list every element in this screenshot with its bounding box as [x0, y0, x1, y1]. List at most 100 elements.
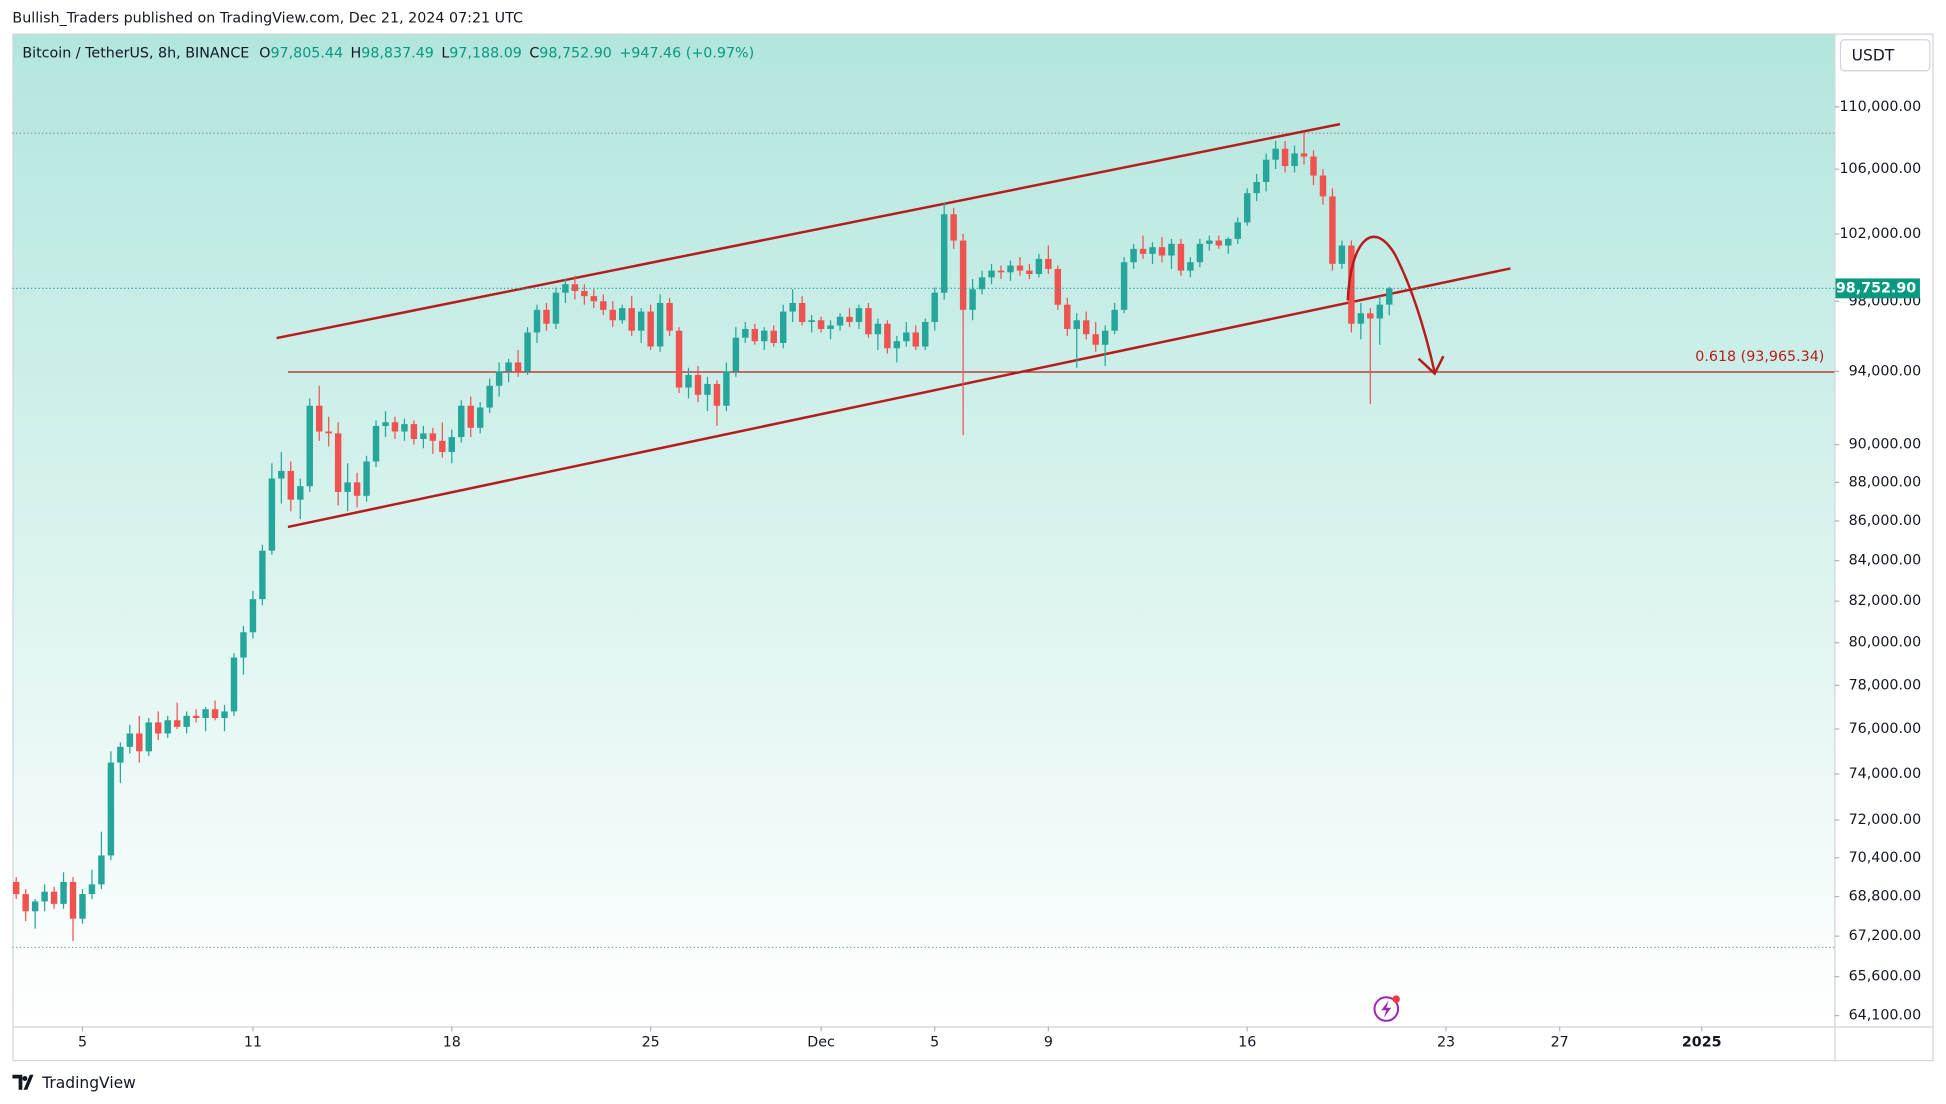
candle-body — [164, 720, 171, 734]
candle-body — [874, 323, 882, 335]
last-price-tag — [1835, 278, 1920, 299]
candle-body — [1329, 196, 1336, 264]
y-tick-label: 86,000.00 — [1849, 513, 1922, 529]
candle-body — [1007, 265, 1014, 273]
candle-body — [12, 881, 20, 895]
candle-body — [476, 407, 484, 428]
candle-body — [107, 762, 115, 856]
candle-body — [353, 482, 361, 496]
candle-body — [1225, 238, 1232, 246]
y-tick-label: 68,800.00 — [1849, 889, 1922, 905]
candle-body — [742, 328, 749, 338]
candle-body — [1026, 270, 1033, 275]
candle-body — [1101, 330, 1109, 345]
candle-body — [988, 270, 995, 278]
y-tick-label: 78,000.00 — [1849, 677, 1922, 693]
arrow-head — [1417, 355, 1445, 376]
candle-body — [145, 722, 152, 752]
candle-body — [173, 720, 181, 727]
x-tick-label: 23 — [1437, 1035, 1455, 1051]
candle-body — [704, 383, 711, 395]
symbol-text: Bitcoin / TetherUS, 8h, BINANCE — [22, 45, 249, 61]
candle-body — [1319, 175, 1327, 197]
candle-body — [647, 311, 654, 347]
candle-body — [221, 711, 228, 719]
candle-body — [893, 341, 901, 349]
candle-body — [50, 891, 58, 904]
y-tick-label: 88,000.00 — [1849, 474, 1922, 490]
candle-body — [637, 311, 645, 331]
candle-body — [363, 461, 370, 496]
candle-body — [1234, 222, 1241, 239]
candle-body — [940, 214, 948, 293]
candle-body — [694, 374, 702, 395]
icon-bolt[interactable] — [1381, 1000, 1392, 1018]
x-tick-label: 16 — [1238, 1035, 1256, 1051]
candle-body — [1083, 320, 1090, 335]
low-value: 97,188.09 — [449, 45, 522, 61]
candle-body — [1291, 153, 1298, 167]
candle-body — [79, 894, 86, 919]
candle-body — [1054, 268, 1062, 305]
candle-body — [136, 733, 143, 752]
brand-text: TradingView — [41, 1074, 136, 1092]
candle-body — [1111, 309, 1118, 331]
candle-body — [439, 440, 446, 453]
x-tick-label: 9 — [1044, 1035, 1053, 1051]
x-tick-label: 11 — [244, 1035, 262, 1051]
y-tick-label: 76,000.00 — [1849, 721, 1922, 737]
candle-body — [410, 424, 418, 439]
candle-body — [978, 277, 986, 290]
candle-body — [183, 715, 190, 727]
candle-body — [31, 901, 39, 912]
candle-body — [1064, 304, 1071, 329]
candle-body — [1215, 240, 1223, 246]
x-tick-label: 2025 — [1682, 1035, 1722, 1051]
candle-body — [950, 214, 957, 241]
candle-body — [1130, 248, 1137, 263]
candle-body — [1281, 148, 1289, 167]
open-label: O — [259, 45, 270, 61]
candle-body — [931, 292, 938, 322]
candle-body — [1158, 247, 1166, 256]
currency-button-text[interactable]: USDT — [1852, 46, 1895, 64]
candle-body — [126, 733, 134, 747]
currency-button-box[interactable] — [1839, 39, 1931, 72]
currency-button[interactable]: USDT — [1839, 39, 1931, 72]
arrow-curve — [1346, 235, 1436, 373]
candle-body — [969, 289, 976, 310]
candle-body — [240, 632, 247, 658]
candle-body — [1206, 240, 1213, 244]
candle-body — [1139, 248, 1147, 254]
candle-body — [779, 311, 787, 343]
candle-body — [60, 881, 67, 904]
candle-body — [666, 302, 673, 331]
candle-body — [1338, 245, 1346, 264]
candle-body — [117, 746, 124, 763]
candle-body — [685, 374, 692, 388]
x-tick-label: 5 — [930, 1035, 939, 1051]
candle-body — [382, 422, 389, 426]
candle-body — [1092, 334, 1099, 345]
candle-body — [344, 482, 351, 492]
open-value: 97,805.44 — [270, 45, 343, 61]
icon-dot[interactable] — [1392, 995, 1400, 1003]
candle-body — [855, 308, 863, 322]
candle-body — [543, 309, 550, 324]
candle-body — [1253, 181, 1260, 194]
candle-body — [88, 884, 96, 895]
replay-icon[interactable] — [1373, 995, 1400, 1022]
candle-body — [315, 405, 323, 432]
candle-body — [562, 284, 569, 293]
candle-body — [249, 599, 257, 633]
candle-body — [1196, 243, 1204, 263]
candle-body — [334, 433, 342, 492]
candle-body — [1367, 313, 1374, 319]
y-tick-label: 90,000.00 — [1849, 437, 1922, 453]
x-tick-label: Dec — [807, 1035, 835, 1051]
x-tick-label: 5 — [78, 1035, 87, 1051]
trendline — [276, 122, 1341, 340]
x-tick-label: 27 — [1551, 1035, 1569, 1051]
candle-body — [590, 296, 598, 302]
